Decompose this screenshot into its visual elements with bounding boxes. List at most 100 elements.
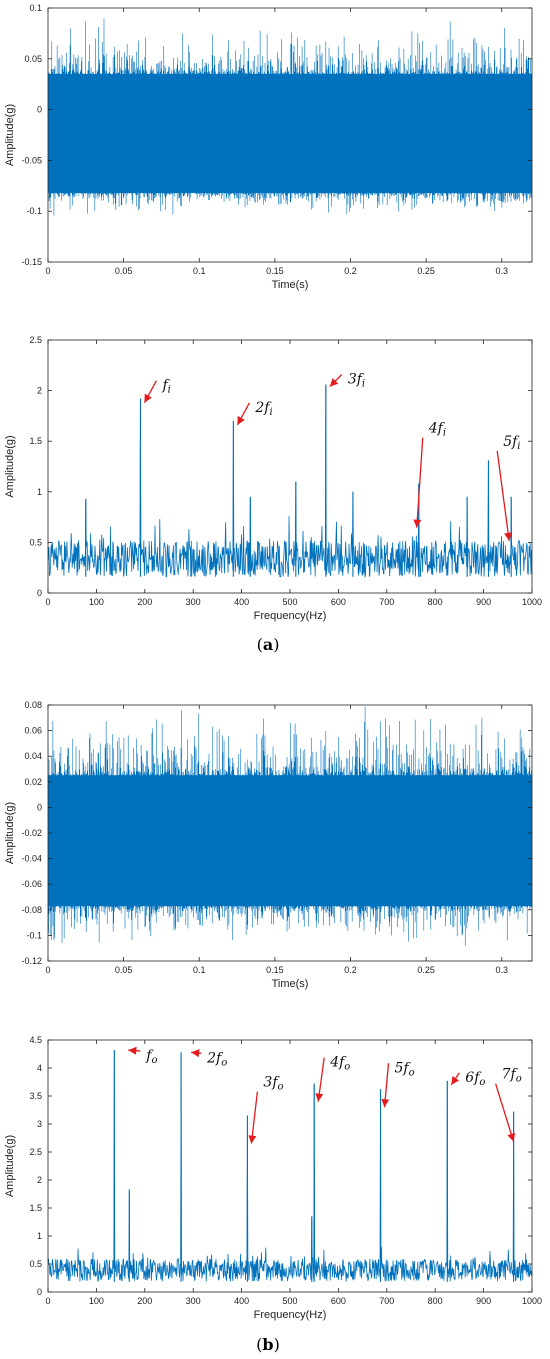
x-tick-label: 0 xyxy=(45,965,50,975)
x-axis-label: Time(s) xyxy=(272,279,309,291)
y-tick-label: 2 xyxy=(37,386,42,396)
x-tick-label: 0.15 xyxy=(266,965,284,975)
x-axis-label: Frequency(Hz) xyxy=(254,610,327,622)
axes-frame xyxy=(47,7,533,263)
y-axis-label: Amplitude(g) xyxy=(4,435,16,497)
y-tick-label: 3 xyxy=(37,1119,42,1129)
annotation-arrow-head xyxy=(381,1098,390,1108)
chart-b-time-signal: 0 0.05 0.1 0.15 0.2 0.25 0.3 -0.12 -0.1 -0.08 -0.0… xyxy=(4,700,533,990)
harmonic-label: 3fi xyxy=(348,372,365,390)
y-tick-label: 0.02 xyxy=(24,777,42,787)
y-tick-label: -0.1 xyxy=(26,206,42,216)
y-tick-label: 0.08 xyxy=(24,700,42,710)
y-tick-label: -0.04 xyxy=(21,854,42,864)
annotation-arrow-head xyxy=(248,1135,257,1144)
y-tick-label: 0.04 xyxy=(24,751,42,761)
x-tick-label: 900 xyxy=(476,597,491,607)
harmonic-label: 2fi xyxy=(254,400,272,418)
caption-b: (b) xyxy=(256,1335,280,1354)
annotation-arrow-head xyxy=(315,1093,324,1102)
harmonic-label: 3fo xyxy=(263,1075,283,1093)
annotation-arrow-head xyxy=(413,519,422,528)
x-tick-label: 700 xyxy=(379,597,394,607)
y-tick-label: 0 xyxy=(37,588,42,598)
harmonic-label: 5fi xyxy=(503,434,520,452)
y-tick-label: 1 xyxy=(37,1231,42,1241)
y-tick-label: -0.1 xyxy=(26,930,42,940)
x-tick-label: 0.05 xyxy=(115,965,133,975)
x-tick-label: 600 xyxy=(331,1296,346,1306)
y-tick-label: -0.12 xyxy=(21,956,42,966)
annotation-arrow-head xyxy=(237,416,245,425)
annotation-arrow-head xyxy=(191,1049,200,1058)
harmonic-label: fo xyxy=(145,1048,157,1066)
x-tick-label: 400 xyxy=(234,1296,249,1306)
y-tick-label: -0.05 xyxy=(21,155,42,165)
y-tick-label: 0.5 xyxy=(29,537,42,547)
annotation-arrow-head xyxy=(504,532,513,541)
x-tick-label: 0.1 xyxy=(193,965,206,975)
x-tick-label: 0 xyxy=(45,597,50,607)
x-tick-label: 0.15 xyxy=(266,266,284,276)
x-tick-label: 300 xyxy=(186,1296,201,1306)
harmonic-label: 2fo xyxy=(206,1050,227,1068)
harmonic-label: 4fo xyxy=(329,1055,350,1073)
harmonic-label: 5fo xyxy=(395,1060,415,1078)
annotation-arrow-shaft xyxy=(496,450,510,541)
caption-a-letter: a xyxy=(263,635,273,654)
signal-trace xyxy=(48,18,532,216)
y-tick-label: 0 xyxy=(37,1287,42,1297)
y-tick-label: 4.5 xyxy=(29,1035,42,1045)
y-tick-label: -0.02 xyxy=(21,828,42,838)
y-tick-label: 2.5 xyxy=(29,335,42,345)
annotation-arrow-shaft xyxy=(494,1083,515,1142)
axes-frame xyxy=(47,1039,533,1293)
spectrum-trace xyxy=(48,1050,532,1282)
signal-trace xyxy=(48,706,532,946)
annotation-arrow-head xyxy=(507,1132,516,1142)
chart-a-time-signal: 0 0.05 0.1 0.15 0.2 0.25 0.3 -0.15 -0.1 -0.05 0 0.0… xyxy=(4,3,533,291)
annotation-arrow-shaft xyxy=(250,1091,259,1144)
x-tick-label: 500 xyxy=(282,597,297,607)
x-tick-label: 0.3 xyxy=(495,965,508,975)
y-axis-label: Amplitude(g) xyxy=(4,802,16,864)
x-tick-label: 0 xyxy=(45,266,50,276)
harmonic-label: 6fo xyxy=(465,1070,485,1088)
y-axis-label: Amplitude(g) xyxy=(4,104,16,166)
y-tick-label: 0 xyxy=(37,802,42,812)
x-tick-label: 0.2 xyxy=(344,965,357,975)
x-tick-label: 200 xyxy=(137,1296,152,1306)
y-axis-label: Amplitude(g) xyxy=(4,1135,16,1197)
x-tick-label: 800 xyxy=(428,1296,443,1306)
x-tick-label: 100 xyxy=(89,597,104,607)
y-tick-label: 0 xyxy=(37,105,42,115)
annotation-arrow-head xyxy=(144,393,152,403)
x-tick-label: 0.2 xyxy=(344,266,357,276)
annotation-arrow-head xyxy=(451,1076,460,1085)
x-tick-label: 0.25 xyxy=(417,266,435,276)
x-tick-label: 300 xyxy=(186,597,201,607)
y-tick-label: 0.05 xyxy=(24,54,42,64)
y-tick-label: 0.1 xyxy=(29,3,42,13)
y-tick-label: 1.5 xyxy=(29,436,42,446)
chart-b-frequency-spectrum: 0 100 200 300 400 500 600 700 800 900 1000 0 0.5 1 1.5… xyxy=(4,1035,542,1321)
x-tick-label: 200 xyxy=(137,597,152,607)
y-tick-label: 1.5 xyxy=(29,1203,42,1213)
caption-a: (a) xyxy=(257,635,280,654)
x-axis-label: Time(s) xyxy=(272,978,309,990)
x-axis-label: Frequency(Hz) xyxy=(254,1309,327,1321)
y-tick-label: 2.5 xyxy=(29,1147,42,1157)
y-tick-label: -0.06 xyxy=(21,879,42,889)
y-tick-label: 1 xyxy=(37,487,42,497)
x-tick-label: 0.25 xyxy=(417,965,435,975)
x-tick-label: 400 xyxy=(234,597,249,607)
caption-b-letter: b xyxy=(262,1335,273,1354)
y-tick-label: 3.5 xyxy=(29,1091,42,1101)
x-tick-label: 100 xyxy=(89,1296,104,1306)
y-tick-label: 2 xyxy=(37,1175,42,1185)
x-tick-label: 500 xyxy=(282,1296,297,1306)
x-tick-label: 1000 xyxy=(522,597,542,607)
x-tick-label: 0.05 xyxy=(115,266,133,276)
x-tick-label: 0 xyxy=(45,1296,50,1306)
harmonic-label: 7fo xyxy=(502,1067,522,1085)
